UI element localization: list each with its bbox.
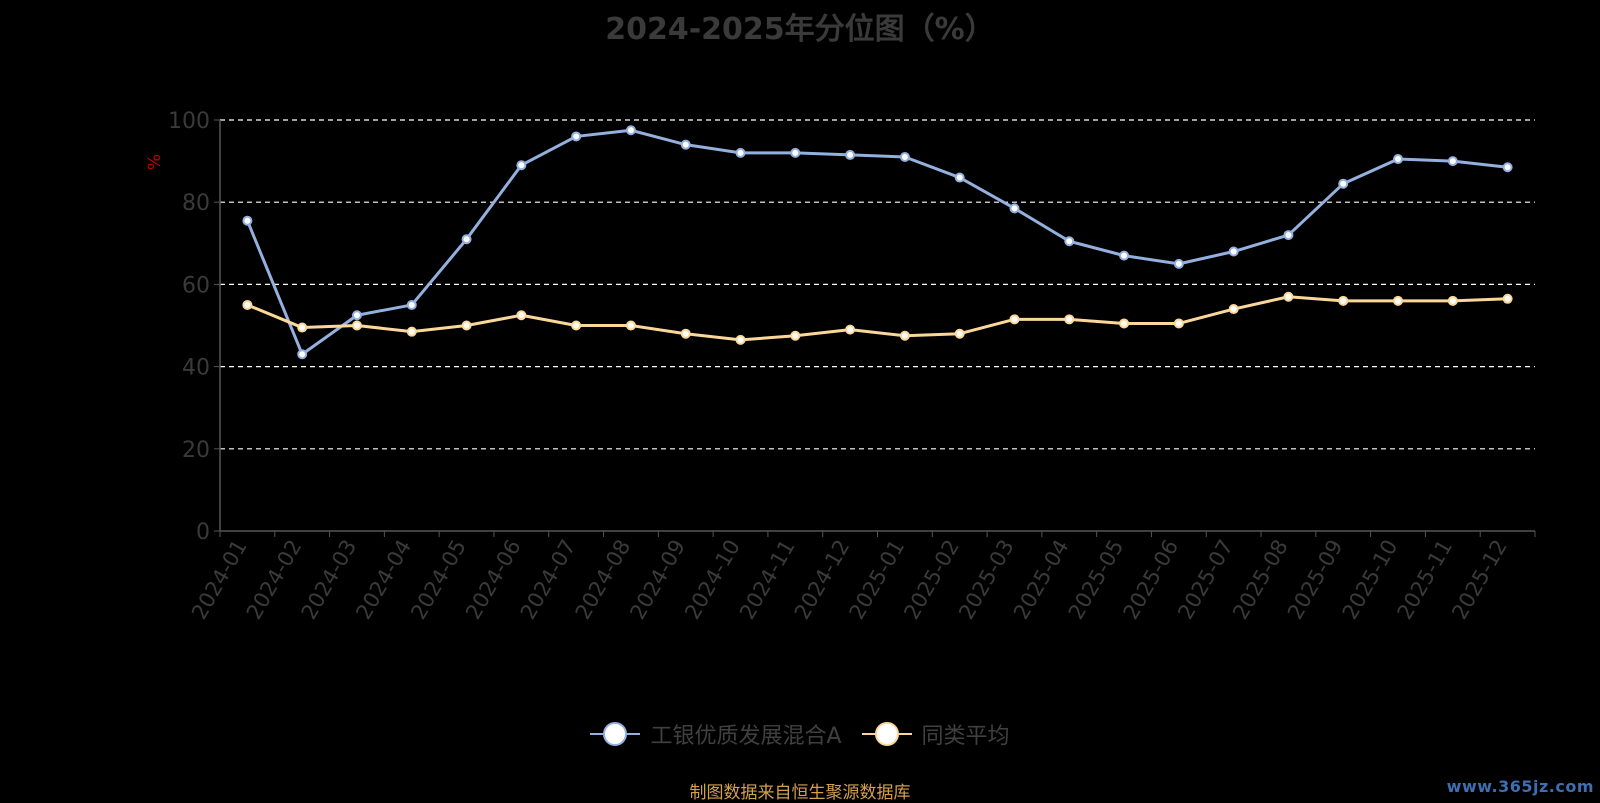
legend-marker-fund <box>590 721 641 747</box>
legend-label-fund: 工银优质发展混合A <box>650 724 842 749</box>
data-point-0-2024-11[interactable] <box>790 147 801 158</box>
data-point-0-2024-04[interactable] <box>406 299 417 310</box>
series-1 <box>242 291 1513 345</box>
data-point-0-2025-01[interactable] <box>899 151 910 162</box>
data-point-0-2025-02[interactable] <box>954 172 965 183</box>
data-point-1-2024-11[interactable] <box>790 330 801 341</box>
y-tick-label-20: 20 <box>182 438 210 463</box>
legend-marker-category-average <box>861 721 912 747</box>
data-point-0-2024-05[interactable] <box>461 234 472 245</box>
x-tick-label-2025-12: 2025-12 <box>1447 536 1512 624</box>
data-source-note: 制图数据来自恒生聚源数据库 <box>689 783 911 803</box>
chart-title: 2024-2025年分位图（%） <box>605 12 995 47</box>
chart-legend: 工银优质发展混合A 同类平均 <box>0 718 1600 750</box>
axes <box>214 119 1536 537</box>
data-point-1-2025-07[interactable] <box>1228 304 1239 315</box>
data-point-1-2025-06[interactable] <box>1173 318 1184 329</box>
y-tick-label-80: 80 <box>182 191 210 216</box>
legend-item-fund[interactable]: 工银优质发展混合A <box>590 718 842 750</box>
series-line-1 <box>246 295 1508 342</box>
series-0 <box>242 125 1513 360</box>
x-tick-labels: 2024-012024-022024-032024-042024-052024-… <box>187 536 1512 624</box>
data-point-0-2024-09[interactable] <box>680 139 691 150</box>
data-point-0-2024-02[interactable] <box>297 349 308 360</box>
grid-lines <box>220 119 1535 450</box>
data-point-1-2024-09[interactable] <box>680 328 691 339</box>
data-point-0-2025-08[interactable] <box>1283 230 1294 241</box>
data-point-0-2025-12[interactable] <box>1502 162 1513 173</box>
data-point-1-2025-12[interactable] <box>1502 293 1513 304</box>
legend-label-category-average: 同类平均 <box>921 724 1010 749</box>
data-point-1-2024-06[interactable] <box>516 310 527 321</box>
data-point-0-2024-08[interactable] <box>625 125 636 136</box>
data-point-0-2024-07[interactable] <box>571 131 582 142</box>
y-tick-label-0: 0 <box>196 520 210 545</box>
data-point-1-2025-02[interactable] <box>954 328 965 339</box>
data-point-0-2025-09[interactable] <box>1338 178 1349 189</box>
data-point-0-2024-06[interactable] <box>516 160 527 171</box>
y-tick-label-60: 60 <box>182 273 210 298</box>
data-point-1-2025-08[interactable] <box>1283 291 1294 302</box>
data-point-0-2025-10[interactable] <box>1393 154 1404 165</box>
data-point-1-2025-03[interactable] <box>1009 314 1020 325</box>
data-point-1-2025-09[interactable] <box>1338 295 1349 306</box>
legend-item-category-average[interactable]: 同类平均 <box>861 718 1010 750</box>
series-line-0 <box>246 128 1508 356</box>
data-point-0-2024-12[interactable] <box>845 149 856 160</box>
data-point-1-2024-07[interactable] <box>571 320 582 331</box>
data-point-1-2024-03[interactable] <box>351 320 362 331</box>
data-point-1-2025-01[interactable] <box>899 330 910 341</box>
data-point-0-2025-03[interactable] <box>1009 203 1020 214</box>
data-point-1-2025-10[interactable] <box>1393 295 1404 306</box>
data-point-0-2025-05[interactable] <box>1119 250 1130 261</box>
data-point-1-2024-04[interactable] <box>406 326 417 337</box>
data-point-1-2024-02[interactable] <box>297 322 308 333</box>
data-point-0-2025-11[interactable] <box>1447 156 1458 167</box>
y-axis-label: % <box>145 154 165 170</box>
data-point-0-2025-07[interactable] <box>1228 246 1239 257</box>
data-point-1-2024-12[interactable] <box>845 324 856 335</box>
data-point-1-2024-01[interactable] <box>242 299 253 310</box>
data-point-0-2024-10[interactable] <box>735 147 746 158</box>
data-point-1-2025-11[interactable] <box>1447 295 1458 306</box>
y-tick-label-100: 100 <box>168 109 210 134</box>
data-point-1-2024-05[interactable] <box>461 320 472 331</box>
data-point-1-2024-10[interactable] <box>735 334 746 345</box>
data-point-1-2025-05[interactable] <box>1119 318 1130 329</box>
series <box>242 125 1513 360</box>
site-watermark: www.365jz.com <box>1446 777 1594 796</box>
y-tick-labels: 0 20 40 60 80 100 <box>168 109 210 545</box>
data-point-1-2025-04[interactable] <box>1064 314 1075 325</box>
data-point-0-2025-06[interactable] <box>1173 258 1184 269</box>
data-point-0-2024-03[interactable] <box>351 310 362 321</box>
data-point-0-2024-01[interactable] <box>242 215 253 226</box>
y-tick-label-40: 40 <box>182 356 210 381</box>
data-point-1-2024-08[interactable] <box>625 320 636 331</box>
data-point-0-2025-04[interactable] <box>1064 236 1075 247</box>
